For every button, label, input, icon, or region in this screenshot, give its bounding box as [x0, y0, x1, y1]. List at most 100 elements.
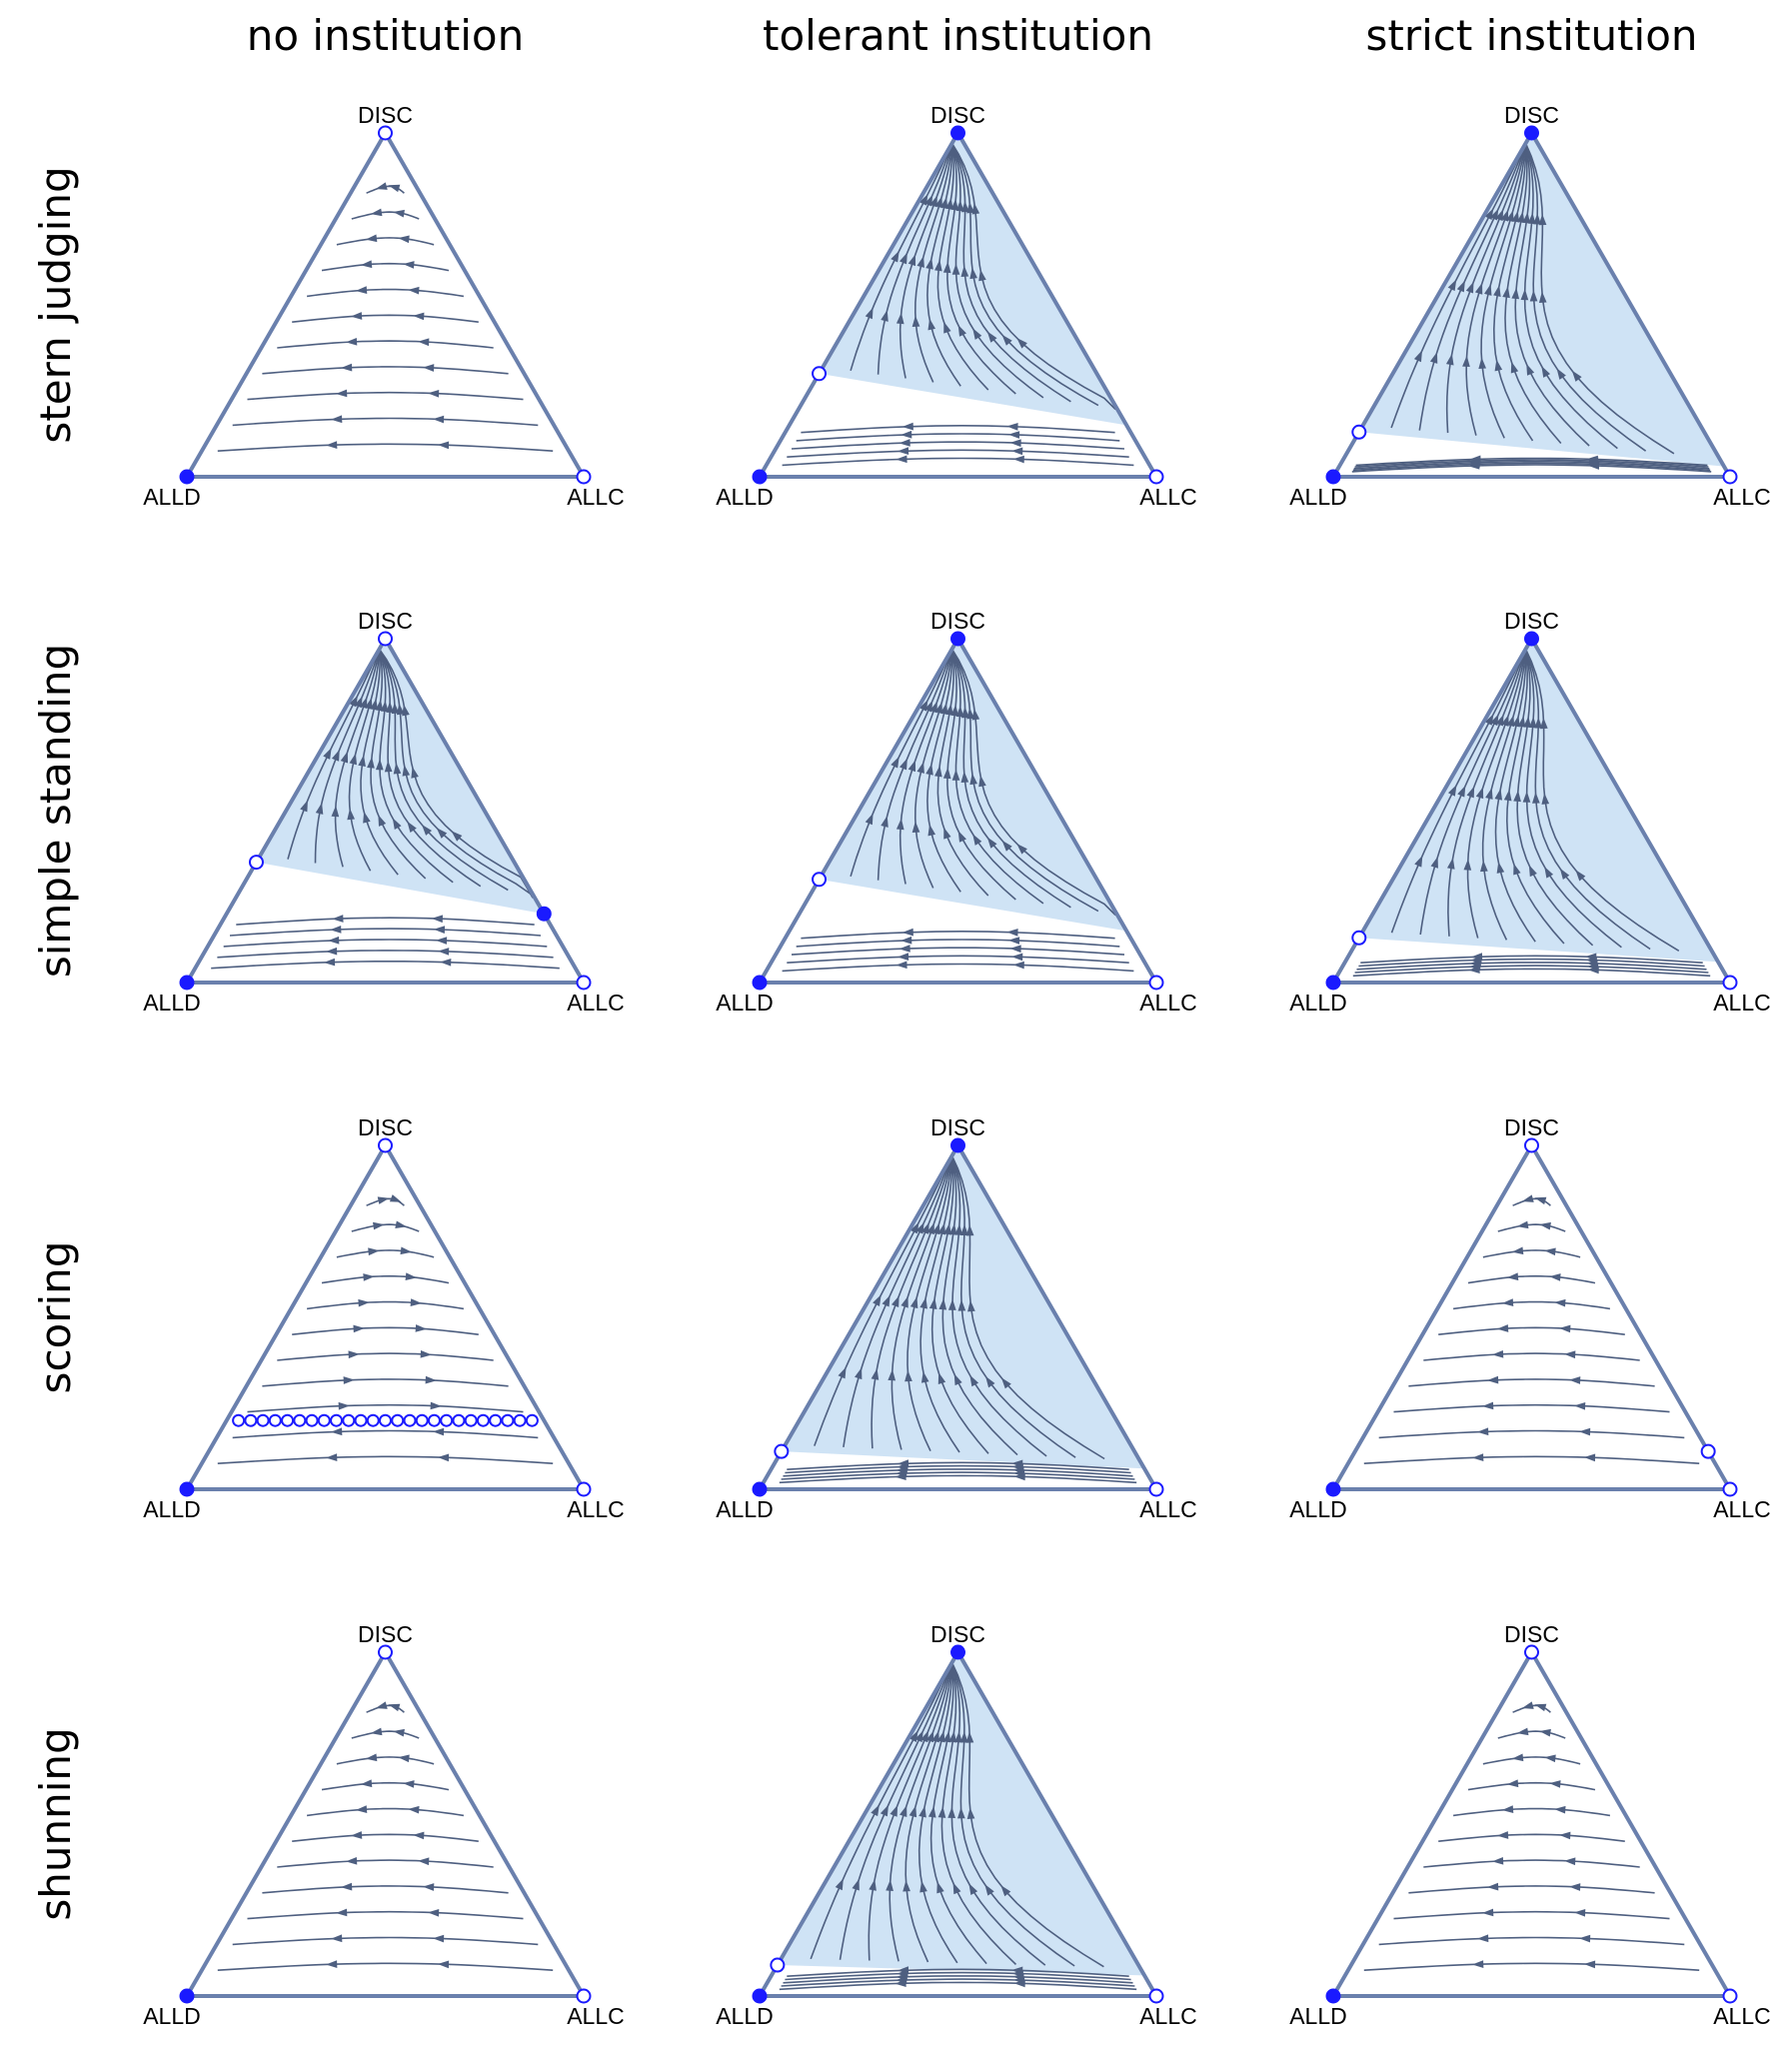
- unstable-fixed-point: [525, 1413, 539, 1427]
- flow-arrow: [869, 1879, 877, 1891]
- row-header-simple-standing: simple standing: [31, 644, 80, 978]
- streamline: [791, 441, 1125, 450]
- simplex-panel-simple-standing-no-institution: DISC ALLD ALLC: [143, 608, 625, 1016]
- streamline: [277, 1859, 494, 1868]
- flow-arrow: [1583, 1453, 1596, 1462]
- streamline: [223, 939, 548, 948]
- flow-arrow: [384, 761, 393, 773]
- unstable-fixed-point: [232, 1413, 246, 1427]
- flow-arrow: [1513, 790, 1521, 803]
- flow-arrow: [966, 1807, 975, 1820]
- flow-arrow: [340, 1882, 353, 1891]
- flow-arrow: [418, 1857, 430, 1866]
- flow-arrow: [358, 1298, 370, 1307]
- unstable-fixed-point: [1148, 469, 1164, 485]
- flow-arrow: [1474, 282, 1483, 295]
- unstable-fixed-point: [770, 1957, 786, 1973]
- flow-arrow: [1001, 840, 1012, 852]
- flow-arrow: [1000, 1377, 1011, 1389]
- flow-arrow: [427, 1908, 440, 1917]
- flow-arrow: [942, 1730, 951, 1743]
- unstable-fixed-point: [1148, 975, 1164, 991]
- flow-arrow: [375, 699, 384, 712]
- flow-arrow: [924, 194, 933, 207]
- streamline: [1408, 1378, 1655, 1387]
- flow-arrow: [957, 831, 966, 843]
- simplex-panel-shunning-strict-institution: DISC ALLD ALLC: [1289, 1621, 1771, 2029]
- flow-arrow: [957, 325, 966, 337]
- streamline: [1354, 459, 1709, 468]
- flow-arrow: [951, 769, 960, 781]
- column-header-strict-institution: strict institution: [1365, 11, 1697, 60]
- flow-arrow: [926, 1222, 934, 1235]
- flow-arrow: [920, 1222, 929, 1234]
- flow-arrow: [947, 1806, 955, 1819]
- flow-arrow: [1573, 1908, 1586, 1917]
- flow-arrow: [1501, 715, 1509, 727]
- flow-arrow: [335, 389, 348, 398]
- flow-arrow: [1501, 1805, 1514, 1813]
- flow-arrow: [1413, 350, 1422, 363]
- streamline: [787, 1968, 1129, 1977]
- flow-arrow: [919, 1296, 927, 1309]
- flow-arrow: [911, 315, 920, 328]
- flow-arrow: [360, 260, 373, 269]
- flow-arrow: [909, 1296, 918, 1309]
- flow-arrow: [1006, 929, 1018, 937]
- flow-arrow: [1001, 334, 1012, 346]
- flow-arrow: [1491, 1349, 1504, 1358]
- vertex-label-right: ALLC: [1713, 484, 1771, 510]
- streamline: [232, 1936, 539, 1946]
- flow-arrow: [966, 201, 974, 214]
- flow-arrow: [367, 757, 375, 769]
- simplex-edges: [758, 131, 1158, 479]
- streamline: [1497, 1730, 1566, 1739]
- simplex-panel-stern-judging-no-institution: DISC ALLD ALLC: [143, 102, 625, 510]
- flow-arrow: [1007, 937, 1020, 945]
- flow-arrow: [957, 1299, 966, 1311]
- streamline: [1356, 962, 1707, 971]
- flow-arrow: [402, 764, 411, 777]
- flow-arrow: [363, 1273, 375, 1281]
- flow-arrow: [835, 1878, 844, 1891]
- streamline: [785, 1971, 1131, 1981]
- flow-arrow: [945, 198, 953, 210]
- unstable-fixed-point: [812, 872, 828, 888]
- streamline: [232, 417, 539, 427]
- streamline: [1438, 1833, 1625, 1842]
- vertex-label-top: DISC: [358, 608, 413, 634]
- flow-arrow: [959, 1731, 968, 1743]
- unstable-fixed-point: [440, 1413, 454, 1427]
- vertex-label-left: ALLD: [716, 1496, 774, 1522]
- flow-arrow: [908, 1805, 917, 1818]
- flow-arrow: [395, 1220, 408, 1229]
- vertex-label-right: ALLC: [567, 484, 625, 510]
- flow-arrow: [326, 441, 338, 449]
- unstable-fixed-point: [576, 1988, 592, 2004]
- stable-fixed-point: [950, 1644, 965, 1660]
- flow-arrow: [899, 1805, 907, 1817]
- flow-arrow: [898, 945, 910, 953]
- unstable-fixed-point: [293, 1413, 307, 1427]
- flow-arrow: [929, 701, 937, 714]
- flow-arrow: [931, 1730, 939, 1743]
- flow-arrow: [360, 1779, 373, 1788]
- streamline: [229, 928, 542, 937]
- streamline: [1482, 1249, 1581, 1258]
- disc-basin-region: [819, 133, 1127, 426]
- flow-arrow: [1512, 715, 1520, 728]
- vertex-label-left: ALLD: [143, 2003, 201, 2029]
- streamline: [787, 449, 1129, 458]
- streamline: [217, 1962, 554, 1971]
- simplex-edges: [758, 1143, 1158, 1491]
- streamline: [217, 1455, 554, 1464]
- flow-arrow: [1445, 353, 1454, 366]
- flow-arrow: [1523, 716, 1531, 729]
- flow-arrow: [950, 705, 959, 717]
- flow-arrow: [886, 1879, 894, 1891]
- flow-arrow: [1009, 945, 1021, 954]
- flow-arrow: [1568, 1376, 1581, 1384]
- unstable-fixed-point: [576, 1481, 592, 1497]
- flow-arrow: [838, 1366, 847, 1379]
- flow-arrow: [1538, 291, 1547, 304]
